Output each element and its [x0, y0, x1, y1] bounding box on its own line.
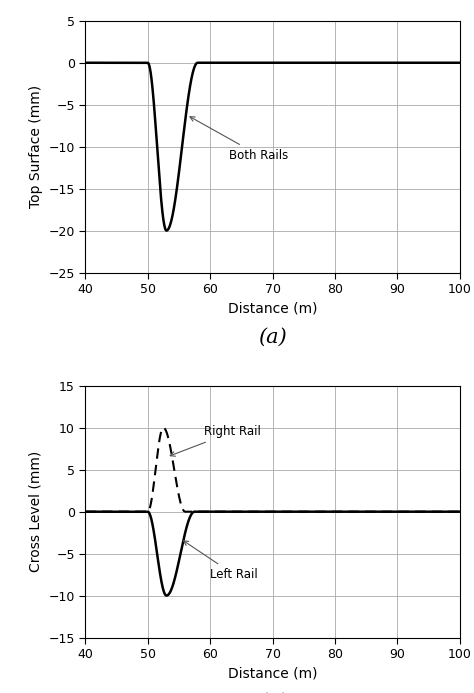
Text: Left Rail: Left Rail [183, 541, 258, 581]
Y-axis label: Top Surface (mm): Top Surface (mm) [29, 85, 43, 208]
Text: Right Rail: Right Rail [170, 426, 261, 456]
X-axis label: Distance (m): Distance (m) [228, 301, 317, 315]
Text: Both Rails: Both Rails [190, 116, 288, 161]
Y-axis label: Cross Level (mm): Cross Level (mm) [29, 451, 43, 572]
Text: (a): (a) [258, 328, 287, 347]
X-axis label: Distance (m): Distance (m) [228, 667, 317, 681]
